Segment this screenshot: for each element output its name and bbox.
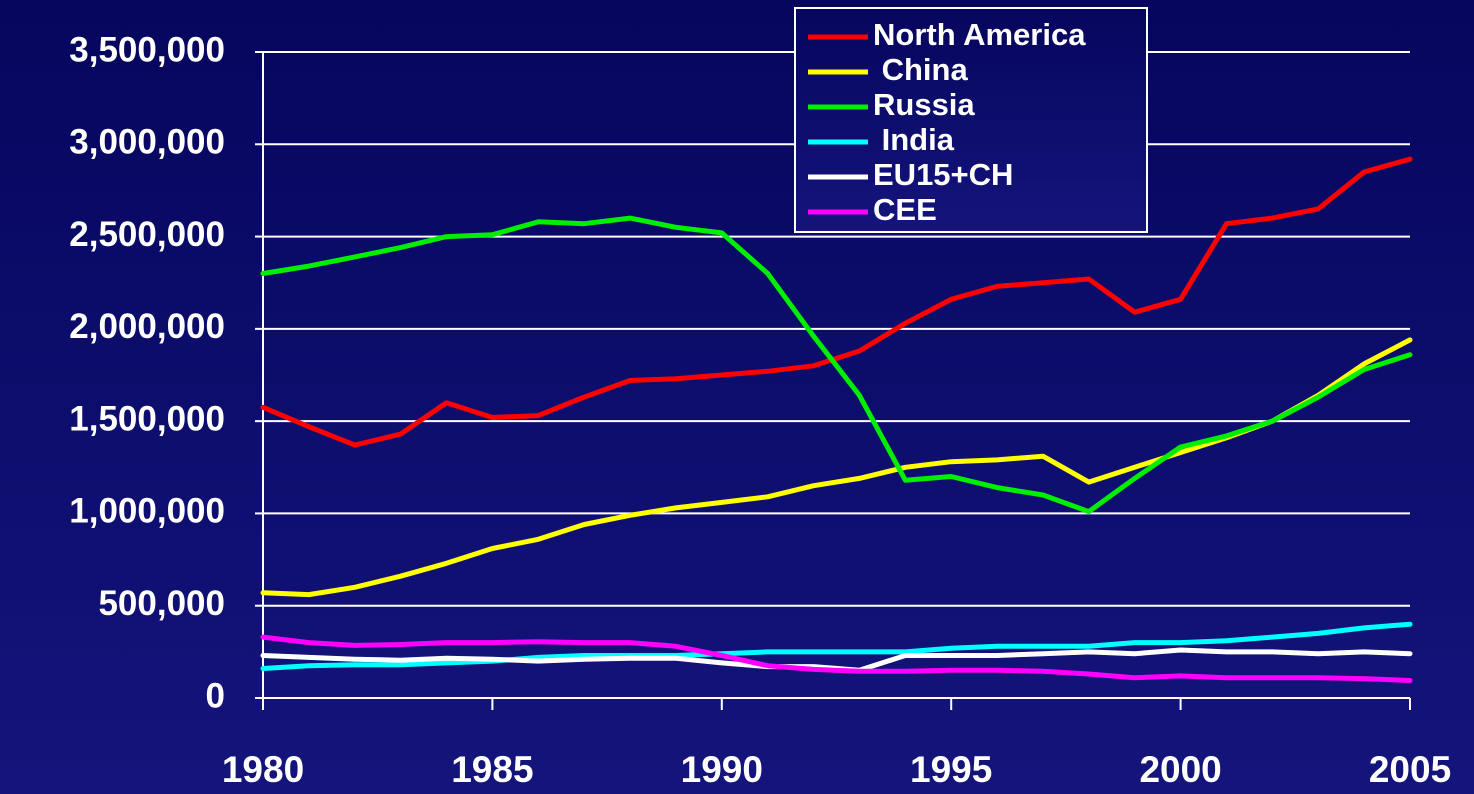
x-tick-label: 2005 xyxy=(1369,749,1451,790)
x-tick-label: 1985 xyxy=(451,749,533,790)
legend-box xyxy=(794,7,1148,233)
legend-label: China xyxy=(873,52,968,87)
y-tick-label: 1,000,000 xyxy=(69,492,225,531)
y-tick-label: 2,000,000 xyxy=(69,307,225,346)
y-tick-label: 2,500,000 xyxy=(69,215,225,254)
x-tick-label: 1995 xyxy=(910,749,992,790)
legend-label: CEE xyxy=(873,192,937,227)
x-tick-label: 1990 xyxy=(681,749,763,790)
legend-label: India xyxy=(873,122,955,157)
series-line xyxy=(260,634,1413,683)
y-tick-label: 3,500,000 xyxy=(69,30,225,69)
x-tick-label: 2000 xyxy=(1139,749,1221,790)
y-tick-label: 0 xyxy=(206,676,225,715)
y-tick-label: 3,000,000 xyxy=(69,123,225,162)
y-tick-label: 1,500,000 xyxy=(69,399,225,438)
x-tick-label: 1980 xyxy=(222,749,304,790)
series-line xyxy=(260,621,1413,671)
legend-label: EU15+CH xyxy=(873,157,1013,192)
legend-label: North America xyxy=(873,17,1086,52)
series-line xyxy=(260,215,1413,515)
y-tick-label: 500,000 xyxy=(98,584,225,623)
series-line xyxy=(260,156,1413,448)
legend-label: Russia xyxy=(873,87,975,122)
